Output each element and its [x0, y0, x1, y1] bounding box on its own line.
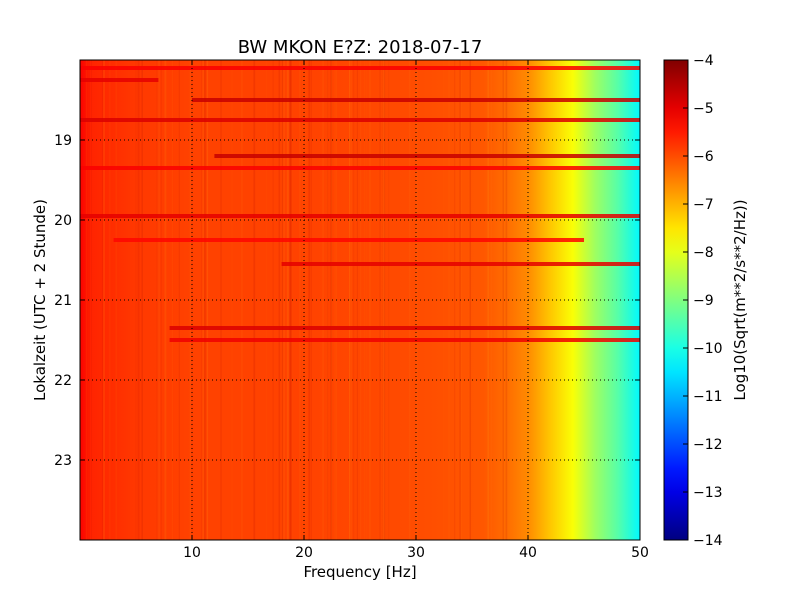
- texture-streak: [357, 60, 358, 540]
- texture-streak: [266, 60, 267, 540]
- colorbar-tick-label: −9: [693, 293, 714, 309]
- texture-streak: [279, 60, 280, 540]
- texture-streak: [202, 60, 204, 540]
- texture-streak: [303, 60, 304, 540]
- colorbar-tick-label: −7: [693, 197, 714, 213]
- x-tick-label: 40: [519, 545, 537, 561]
- texture-streak: [179, 60, 180, 540]
- x-axis-label: Frequency [Hz]: [303, 563, 416, 581]
- colorbar-tick-label: −4: [693, 53, 714, 69]
- texture-streak: [190, 60, 192, 540]
- texture-streak: [305, 60, 306, 540]
- spectrogram-band: [170, 338, 640, 342]
- x-tick-label: 10: [183, 545, 201, 561]
- colorbar-label: Log10(Sqrt(m**2/s**2/Hz)): [731, 199, 749, 400]
- texture-streak: [443, 60, 444, 540]
- texture-streak: [351, 60, 352, 540]
- spectrogram-band: [170, 326, 640, 330]
- texture-streak: [158, 60, 160, 540]
- texture-streak: [289, 60, 290, 540]
- x-tick-label: 30: [407, 545, 425, 561]
- colorbar-tick-label: −8: [693, 245, 714, 261]
- texture-streak: [409, 60, 410, 540]
- texture-streak: [91, 60, 92, 540]
- texture-streak: [454, 60, 455, 540]
- texture-streak: [327, 60, 328, 540]
- spectrogram-band: [114, 238, 584, 242]
- texture-streak: [86, 60, 87, 540]
- y-tick-label: 21: [54, 293, 72, 309]
- texture-streak: [282, 60, 283, 540]
- spectrogram-band: [80, 118, 640, 122]
- texture-streak: [522, 60, 523, 540]
- spectrogram-band: [80, 166, 640, 170]
- colorbar-tick-label: −11: [693, 389, 723, 405]
- texture-streak: [109, 60, 110, 540]
- colorbar-tick-label: −13: [693, 485, 723, 501]
- spectrogram-band: [80, 214, 640, 218]
- texture-streak: [253, 60, 255, 540]
- spectrogram-band: [80, 66, 640, 70]
- texture-streak: [241, 60, 242, 540]
- colorbar-tick-label: −10: [693, 341, 723, 357]
- colorbar: −4 −5 −6 −7 −8 −9 −10 −11 −12 −13 −14 Log10(Sqrt(m…: [664, 53, 749, 549]
- texture-streak: [491, 60, 492, 540]
- texture-streak: [330, 60, 332, 540]
- spectrogram-band: [282, 262, 640, 266]
- spectrogram-band: [214, 154, 640, 158]
- texture-streak: [503, 60, 504, 540]
- plot-area: [80, 60, 640, 540]
- texture-streak: [461, 60, 462, 540]
- y-tick-label: 22: [54, 373, 72, 389]
- colorbar-ticks: −4 −5 −6 −7 −8 −9 −10 −11 −12 −13 −14: [683, 53, 723, 549]
- y-tick-label: 20: [54, 213, 72, 229]
- texture-streak: [142, 60, 143, 540]
- texture-streak: [291, 60, 293, 540]
- y-tick-label: 23: [54, 453, 72, 469]
- x-tick-label: 50: [631, 545, 649, 561]
- texture-streak: [323, 60, 324, 540]
- colorbar-tick-label: −12: [693, 437, 723, 453]
- texture-streak: [367, 60, 368, 540]
- y-axis-label: Lokalzeit (UTC + 2 Stunde): [31, 199, 49, 401]
- chart-title: BW MKON E?Z: 2018-07-17: [238, 37, 483, 58]
- texture-streak: [506, 60, 508, 540]
- texture-streak: [102, 60, 103, 540]
- colorbar-tick-label: −14: [693, 533, 723, 549]
- texture-streak: [519, 60, 520, 540]
- colorbar-tick-label: −6: [693, 149, 714, 165]
- texture-streak: [138, 60, 139, 540]
- x-tick-label: 20: [295, 545, 313, 561]
- texture-streak: [370, 60, 371, 540]
- texture-streak: [349, 60, 350, 540]
- y-tick-label: 19: [54, 133, 72, 149]
- texture-streak: [311, 60, 312, 540]
- texture-streak: [207, 60, 208, 540]
- spectrogram-band: [80, 78, 158, 82]
- texture-streak: [470, 60, 471, 540]
- texture-streak: [354, 60, 355, 540]
- texture-streak: [383, 60, 384, 540]
- texture-streak: [201, 60, 202, 540]
- texture-streak: [287, 60, 289, 540]
- texture-streak: [382, 60, 383, 540]
- colorbar-tick-label: −5: [693, 101, 714, 117]
